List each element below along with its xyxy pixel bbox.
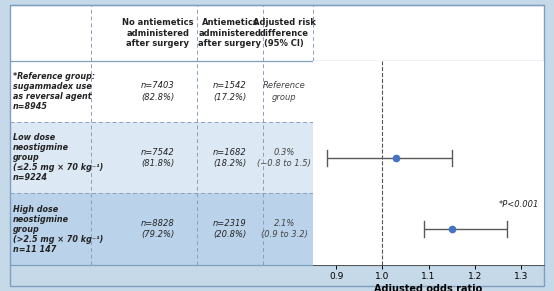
- Text: *P<0.001: *P<0.001: [499, 200, 540, 209]
- Text: Adjusted risk
difference
(95% CI): Adjusted risk difference (95% CI): [253, 18, 316, 48]
- Text: n=7542
(81.8%): n=7542 (81.8%): [141, 148, 175, 168]
- Text: 0.3%
(−0.8 to 1.5): 0.3% (−0.8 to 1.5): [257, 148, 311, 168]
- Bar: [10, 122, 313, 194]
- Text: n=2319
(20.8%): n=2319 (20.8%): [213, 219, 247, 239]
- Text: 2.1%
(0.9 to 3.2): 2.1% (0.9 to 3.2): [261, 219, 307, 239]
- Text: n=7403
(82.8%): n=7403 (82.8%): [141, 81, 175, 102]
- Text: *Reference group:
sugammadex use
as reversal agent
n=8945: *Reference group: sugammadex use as reve…: [13, 72, 95, 111]
- Bar: [313, 122, 544, 194]
- Text: Reference
group: Reference group: [263, 81, 306, 102]
- Text: Antiemetics
administered
after surgery: Antiemetics administered after surgery: [198, 18, 261, 48]
- Text: n=8828
(79.2%): n=8828 (79.2%): [141, 219, 175, 239]
- Text: Low dose
neostigmine
group
(≤2.5 mg × 70 kg⁻¹)
n=9224: Low dose neostigmine group (≤2.5 mg × 70…: [13, 133, 103, 182]
- Bar: [313, 194, 544, 265]
- Text: No antiemetics
administered
after surgery: No antiemetics administered after surger…: [122, 18, 194, 48]
- Text: High dose
neostigmine
group
(>2.5 mg × 70 kg⁻¹)
n=11 147: High dose neostigmine group (>2.5 mg × 7…: [13, 205, 103, 254]
- Bar: [10, 194, 313, 265]
- X-axis label: Adjusted odds ratio: Adjusted odds ratio: [375, 283, 483, 291]
- Bar: [10, 5, 544, 61]
- Bar: [313, 61, 544, 122]
- Text: n=1542
(17.2%): n=1542 (17.2%): [213, 81, 247, 102]
- Text: n=1682
(18.2%): n=1682 (18.2%): [213, 148, 247, 168]
- Bar: [10, 61, 313, 122]
